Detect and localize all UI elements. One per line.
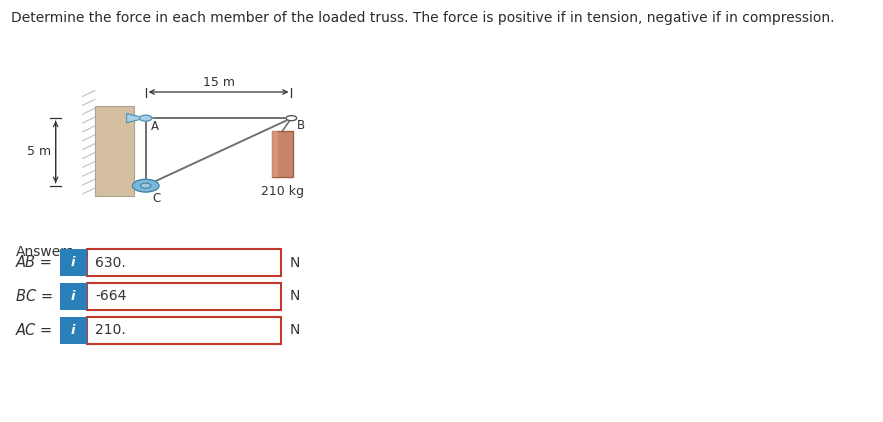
Text: N: N [290,323,300,337]
Text: i: i [71,256,76,269]
Bar [60,283,87,310]
Bar [60,249,87,276]
Text: i: i [71,324,76,337]
Circle shape [140,115,152,121]
Text: AC =: AC = [16,323,53,338]
Bar [95,106,134,196]
Text: i: i [71,290,76,303]
Text: BC =: BC = [16,289,53,304]
Circle shape [132,179,159,192]
Text: Answers:: Answers: [16,245,79,259]
Bar [87,316,281,344]
Text: N: N [290,289,300,303]
Text: 630.: 630. [95,256,126,270]
Polygon shape [126,114,146,123]
Text: B: B [297,119,305,132]
Text: C: C [152,192,160,206]
Text: A: A [151,120,159,133]
Text: -664: -664 [95,289,127,303]
Text: AB =: AB = [16,255,53,270]
Text: 210.: 210. [95,323,126,337]
Bar [272,131,293,177]
Bar [272,131,278,177]
Text: 5 m: 5 m [27,146,51,158]
Text: 15 m: 15 m [202,76,235,89]
Circle shape [286,116,297,121]
Text: Determine the force in each member of the loaded truss. The force is positive if: Determine the force in each member of th… [11,11,834,24]
Bar [87,249,281,276]
Bar [87,283,281,310]
Text: N: N [290,256,300,270]
Bar [60,316,87,344]
Text: 210 kg: 210 kg [261,185,304,198]
Circle shape [140,183,151,188]
